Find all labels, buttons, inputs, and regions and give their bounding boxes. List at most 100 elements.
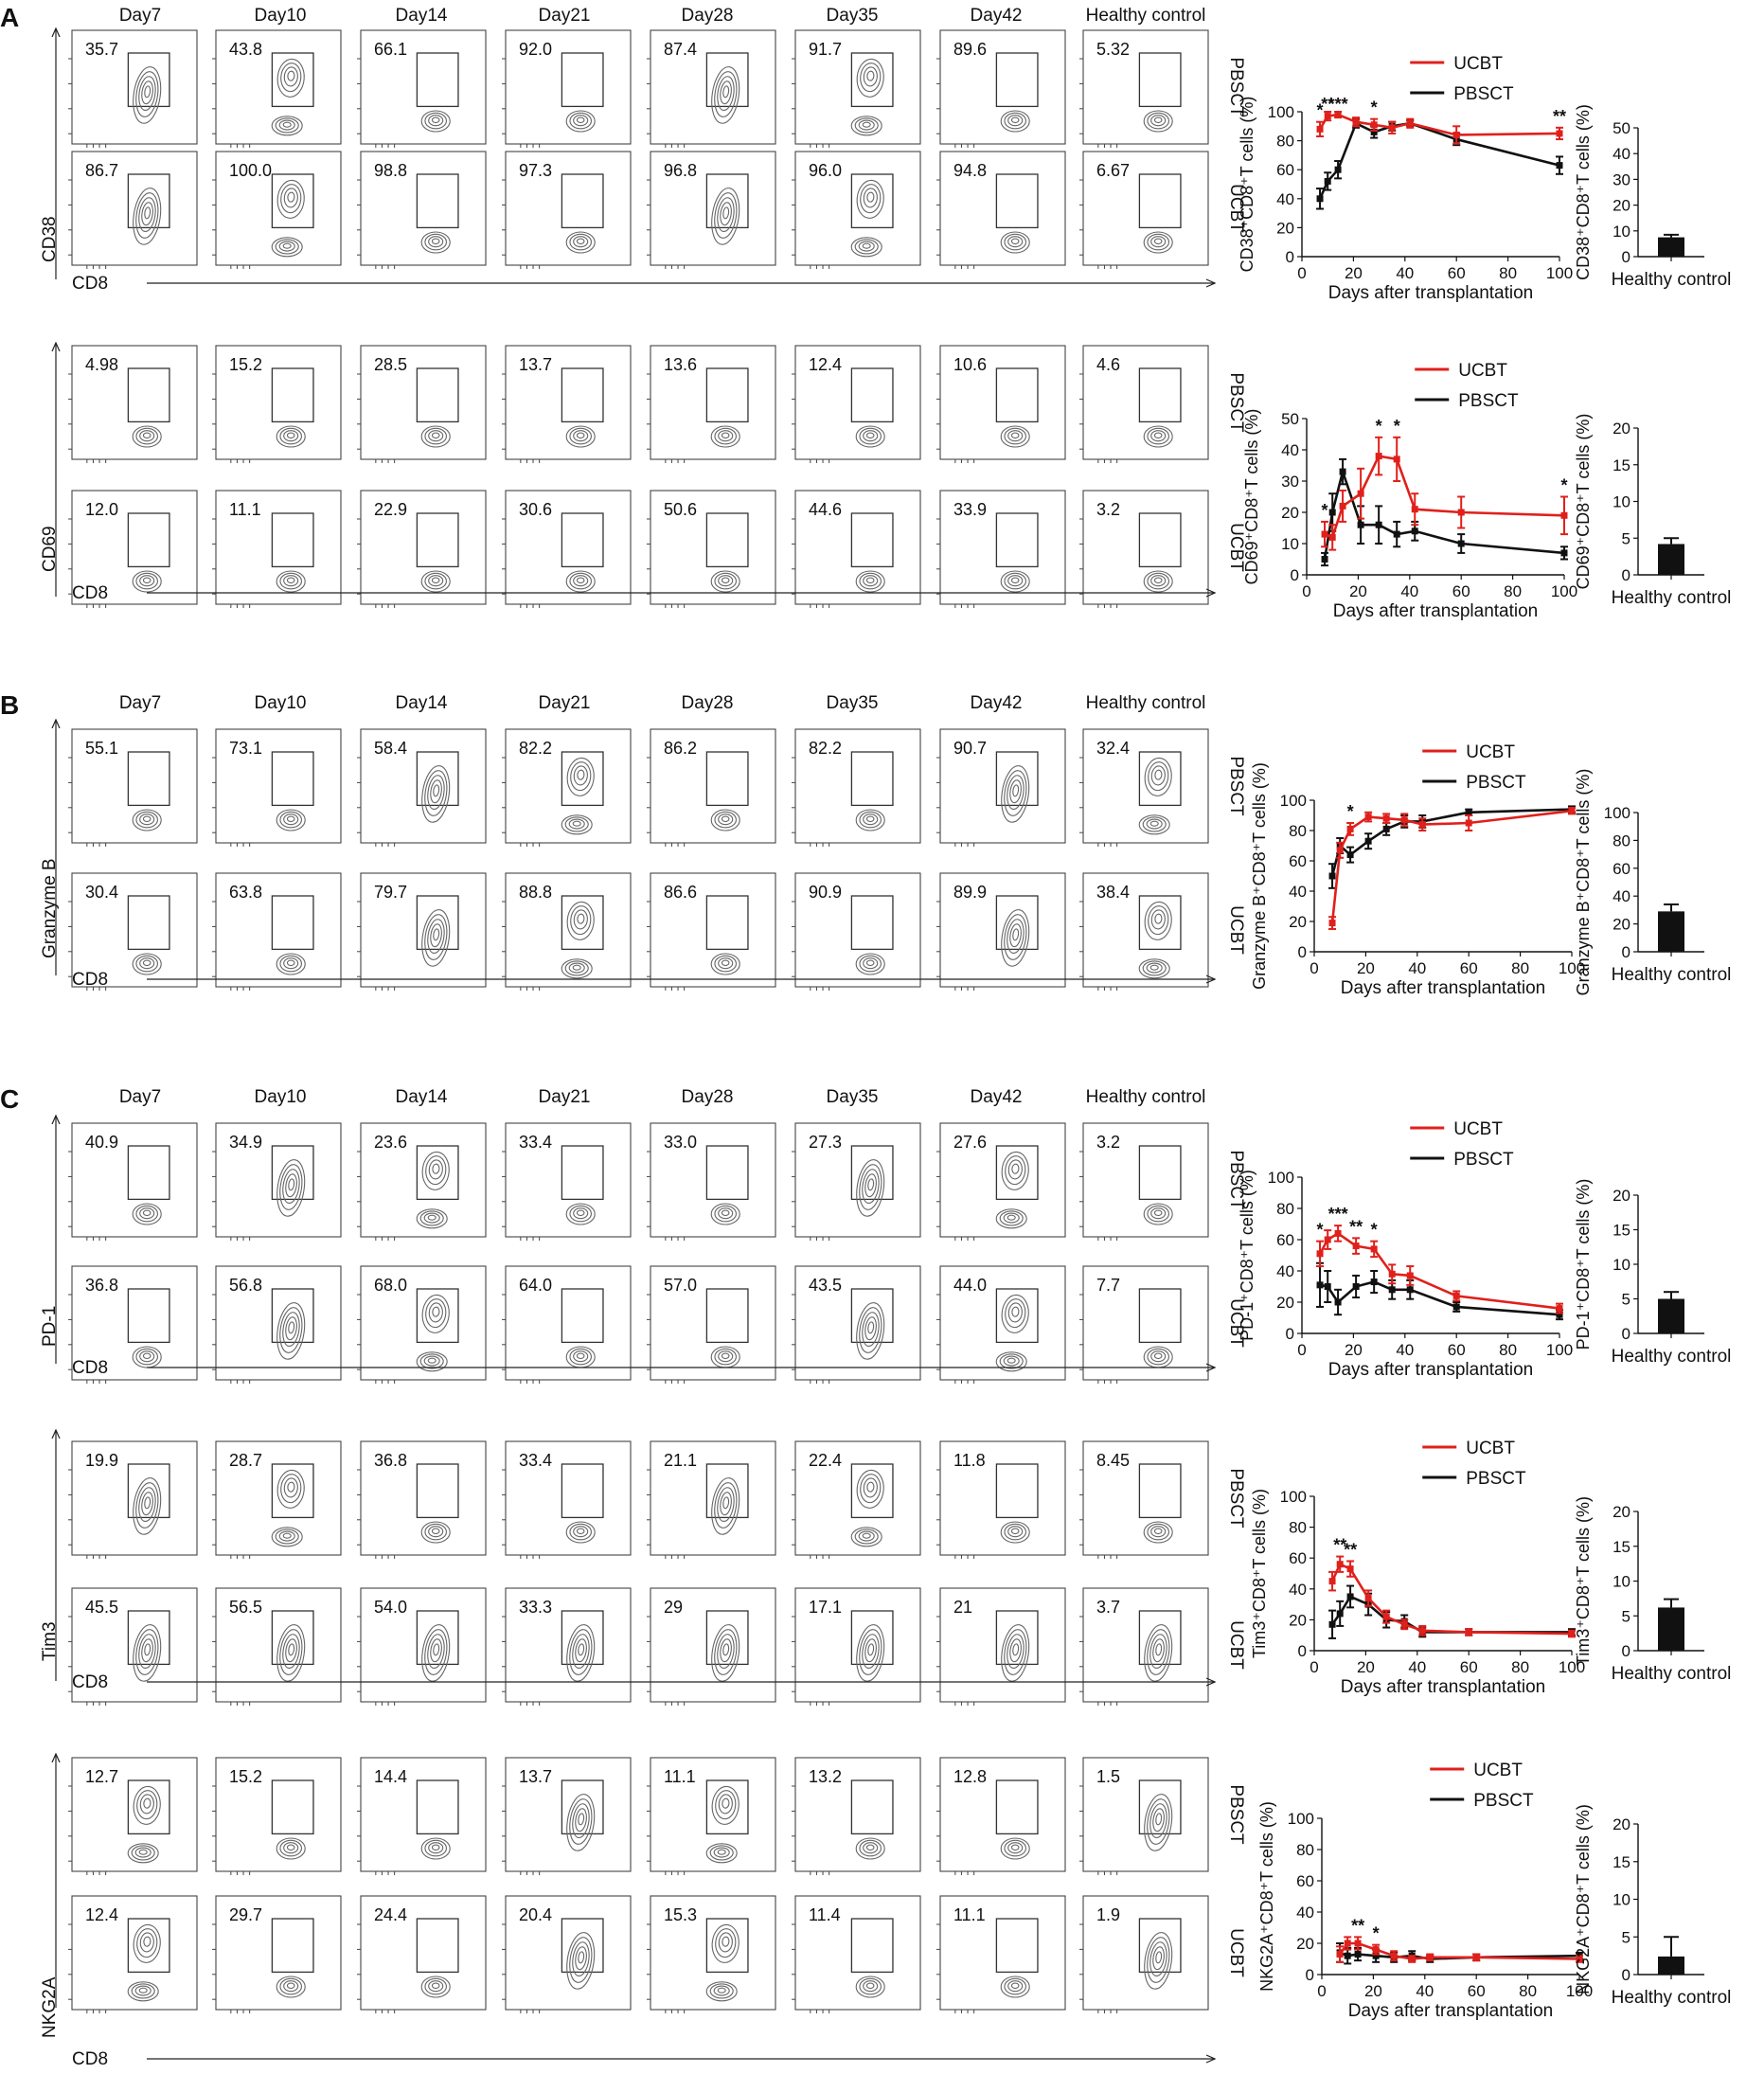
contour-ring [721,1209,730,1217]
gate-percentage: 90.7 [953,739,987,758]
y-axis-title: CD69⁺CD8⁺T cells (%) [1242,409,1261,585]
contour-ring [1150,115,1167,127]
contour-ring [850,116,882,136]
x-marker-label: CD8 [72,2049,108,2069]
data-point [1372,1946,1380,1954]
gate-percentage: 89.9 [953,883,987,902]
gate-percentage: 64.0 [519,1276,552,1295]
gate-box [416,751,459,807]
contour-ring [566,757,595,796]
x-axis-title: Healthy control [1612,588,1732,608]
y-tick-label: 60 [1289,1549,1307,1567]
contour-ring [713,1847,730,1858]
contour-ring [131,1983,155,1999]
contour-ring [288,1178,295,1191]
gate-percentage: 54.0 [374,1598,407,1617]
gate-box [127,1610,170,1666]
y-tick-label: 40 [1613,887,1630,905]
contour-ring [276,425,306,448]
contour-ring [425,1155,447,1186]
contour-ring [279,811,303,829]
contour-ring [1138,958,1170,979]
contour-ring [1147,427,1169,445]
contour-ring [1153,116,1163,124]
contour-ring [282,1169,300,1205]
gate-percentage: 38.4 [1096,883,1130,902]
contour-ring [285,1173,297,1198]
contour-ring [1000,1837,1030,1860]
data-point [1324,1283,1331,1290]
day-header: Day14 [396,693,448,713]
plot-frame [794,1587,921,1703]
day-header: Day28 [682,1087,734,1107]
legend-label-ucbt: UCBT [1458,361,1507,381]
flow-plot-ucbt: 6.67 [1079,151,1209,269]
contour-ring [856,1624,885,1682]
data-point [1346,1565,1354,1573]
y-tick-label: 80 [1276,133,1294,151]
contour-ring [1003,1212,1020,1224]
contour-ring [1149,1803,1167,1839]
gate-box [995,1288,1039,1344]
day-header: Day35 [827,693,879,713]
data-point [1556,130,1563,137]
x-tick-label: 80 [1499,264,1517,282]
contour-ring [714,1205,738,1223]
gate-box [561,1779,604,1835]
contour-ring [1147,1348,1169,1366]
gate-box [995,1918,1039,1974]
contour-ring [420,1521,451,1544]
gate-percentage: 19.9 [85,1451,118,1470]
flow-plot-ucbt: 54.0 [357,1587,487,1706]
contour-ring [143,1797,151,1809]
contour-ring [132,570,162,593]
gate-percentage: 11.8 [953,1451,986,1470]
gate-percentage: 14.4 [374,1767,407,1786]
gate-percentage: 22.4 [809,1451,842,1470]
gate-box [271,1610,314,1666]
gate-box [416,52,459,108]
data-point [1344,1952,1351,1959]
contour-ring [135,1482,159,1529]
contour-ring [1155,1643,1163,1656]
gate-percentage: 1.9 [1096,1905,1120,1924]
contour-ring [1143,1521,1173,1544]
significance-marker: * [1322,501,1328,520]
significance-marker: ** [1351,1916,1364,1935]
y-tick-label: 40 [1276,190,1294,208]
significance-marker: * [1376,417,1382,436]
plot-frame [939,490,1066,605]
gate-box [850,751,894,807]
contour-ring [1007,430,1024,442]
significance-marker: ** [1553,107,1566,126]
gate-box [416,1610,459,1666]
contour-ring [711,66,740,124]
bar-chart: 0 10 20 30 40 50 Healthy control CD38⁺CD8⁺T cel… [1574,104,1731,290]
x-axis-title: Healthy control [1612,965,1732,985]
group-label-ucbt: UCBT [1226,523,1246,572]
flow-plot-pbsct: 12.4 [792,345,921,463]
gate-box [127,751,170,807]
contour-ring [1007,1526,1024,1538]
y-axis-title: Tim3⁺CD8⁺T cells (%) [1574,1496,1593,1666]
contour-ring [575,1946,587,1971]
contour-ring [863,575,879,587]
contour-ring [1004,112,1026,130]
y-axis-title: Tim3⁺CD8⁺T cells (%) [1250,1489,1269,1658]
contour-ring [1154,913,1163,924]
contour-ring [431,1844,440,1851]
contour-ring [714,572,738,590]
line-chart: 0 20 40 60 80 100 0 20 40 60 80 100 Days after trans… [1238,54,1573,303]
gate-percentage: 13.2 [809,1767,842,1786]
y-tick-label: 20 [1613,420,1630,438]
y-tick-label: 20 [1296,1935,1314,1953]
data-point [1339,468,1346,475]
plot-frame [71,1265,198,1381]
contour-ring [1143,231,1173,254]
flow-plot-pbsct: 87.4 [647,29,776,148]
contour-ring [142,815,151,823]
flow-plot-ucbt: 24.4 [357,1895,487,2013]
legend-label-pbsct: PBSCT [1466,773,1526,793]
y-tick-label: 15 [1613,1538,1630,1556]
contour-ring [720,202,732,226]
